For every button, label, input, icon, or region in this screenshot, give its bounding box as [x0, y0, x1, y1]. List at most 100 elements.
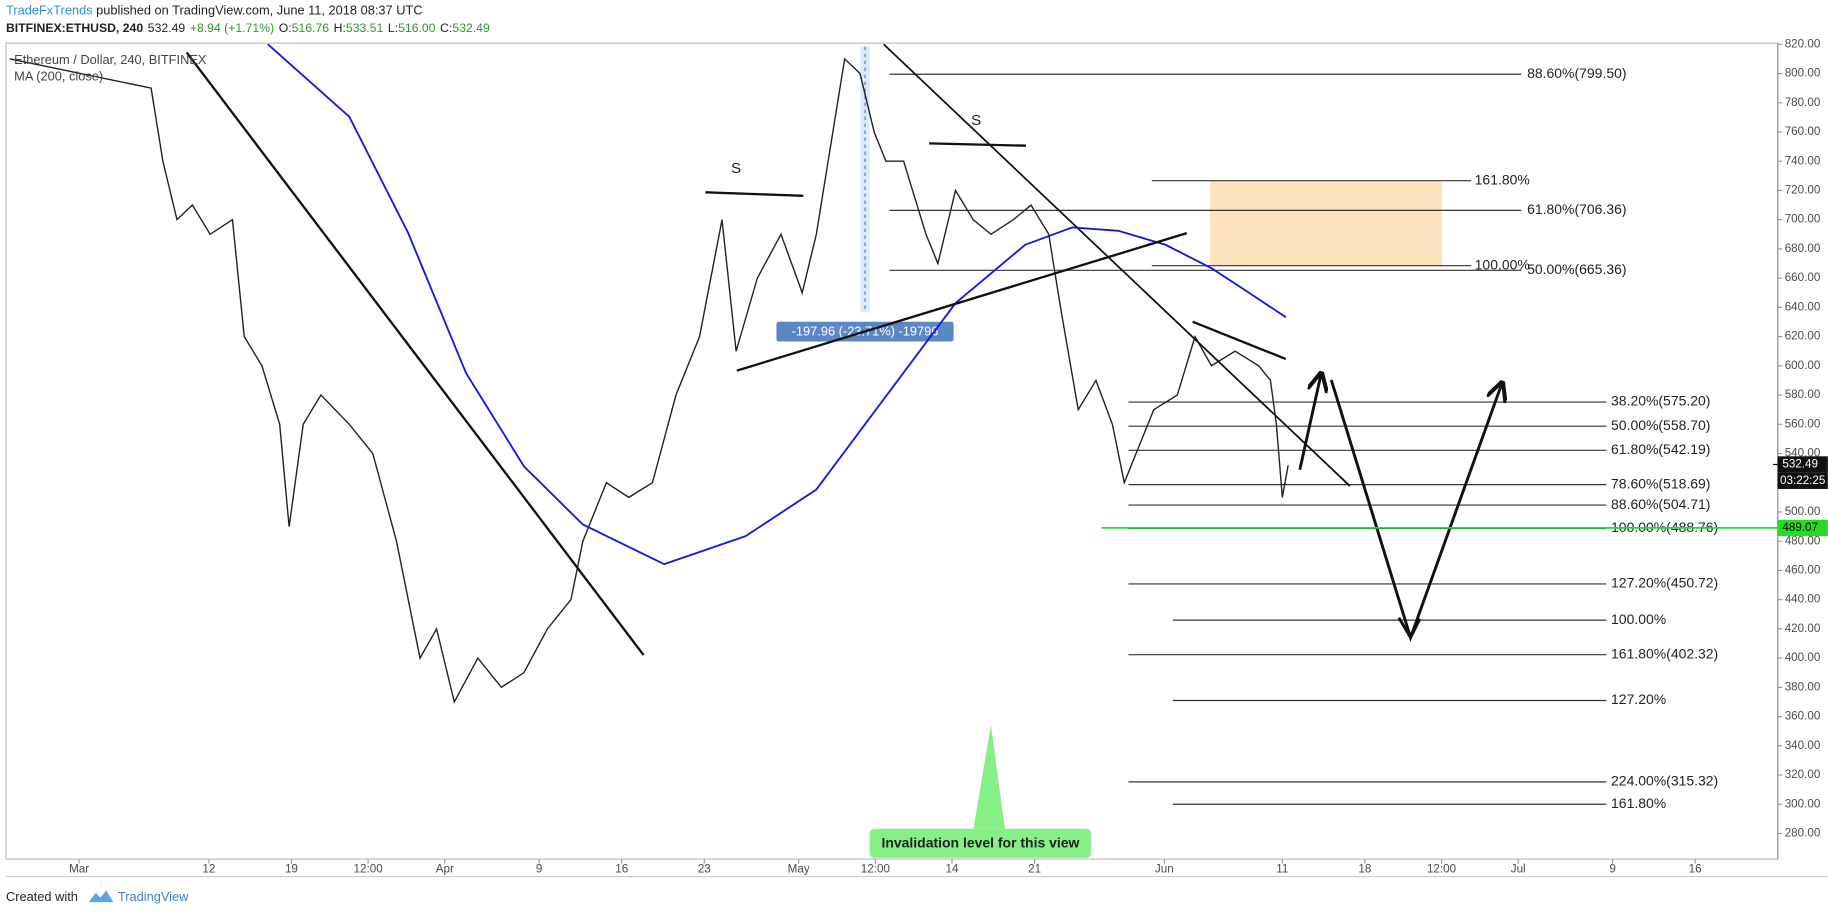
x-tick-label: Jul: [1511, 863, 1526, 876]
y-tick-label: 640.00: [1785, 300, 1821, 313]
header-line: TradeFxTrends published on TradingView.co…: [6, 3, 423, 18]
arrow: [1298, 375, 1321, 471]
y-tick-label: 580.00: [1785, 388, 1821, 401]
fib-label: 161.80%: [1611, 795, 1666, 811]
countdown-label: 03:22:25: [1780, 474, 1825, 487]
ohlc-key: O:: [279, 21, 292, 35]
fib-label: 61.80%(706.36): [1527, 201, 1626, 217]
target-tag: [1777, 519, 1828, 537]
y-tick-label: 320.00: [1785, 768, 1821, 781]
legend-entry: MA (200, close): [14, 68, 103, 83]
y-tick-label: 500.00: [1785, 505, 1821, 518]
fib-label: 100.00%: [1475, 256, 1530, 272]
logo: [88, 890, 114, 903]
fib-label: 88.60%(799.50): [1527, 65, 1626, 81]
author-link[interactable]: TradeFxTrends: [6, 3, 93, 18]
y-tick-label: 740.00: [1785, 154, 1821, 167]
symbol-bar: BITFINEX:ETHUSD, 240 532.49 +8.94 (+1.71%)…: [6, 21, 490, 35]
y-tick-label: 720.00: [1785, 184, 1821, 197]
x-tick-label: 9: [1609, 863, 1615, 876]
target-zone: [1210, 180, 1443, 266]
y-tick-label: 800.00: [1785, 67, 1821, 80]
y-tick-label: 460.00: [1785, 563, 1821, 576]
neckline: [929, 142, 1026, 147]
y-tick-label: 780.00: [1785, 96, 1821, 109]
arrow-head: [1397, 617, 1412, 639]
fib-group: 88.60%(799.50) 161.80% 61.80%(706.36) 100.0…: [889, 65, 1718, 811]
fib-label: 88.60%(504.71): [1611, 496, 1710, 512]
y-tick-label: 300.00: [1785, 797, 1821, 810]
x-tick-label: 11: [1276, 863, 1288, 876]
fib-label: 50.00%(558.70): [1611, 417, 1710, 433]
ohlc-key: H:: [334, 21, 346, 35]
x-tick-label: Apr: [436, 863, 454, 876]
x-tick-label: 23: [698, 863, 711, 876]
brand-link[interactable]: TradingView: [118, 889, 189, 904]
ohlc-key: L:: [388, 21, 398, 35]
y-tick-label: 380.00: [1785, 680, 1821, 693]
fib-label: 38.20%(575.20): [1611, 393, 1710, 409]
neckline: [705, 191, 804, 197]
swing-label: S: [731, 160, 741, 177]
invalidation-label: Invalidation level for this view: [881, 835, 1079, 851]
callout-pointer: [973, 725, 1005, 829]
price-line: [9, 57, 1289, 704]
last-price-label: 532.49: [1782, 458, 1818, 471]
published-note: published on TradingView.com, June 11, 2…: [96, 3, 422, 18]
y-tick-label: 480.00: [1785, 534, 1821, 547]
arrow-head: [1409, 618, 1422, 639]
last: 532.49: [148, 21, 186, 35]
x-tick-label: 16: [1689, 863, 1702, 876]
ohlc-value: 532.49: [452, 21, 490, 35]
fib-label: 127.20%(450.72): [1611, 575, 1718, 591]
y-tick-label: 700.00: [1785, 213, 1821, 226]
fib-label: 78.60%(518.69): [1611, 475, 1710, 491]
y-tick-label: 560.00: [1785, 417, 1821, 430]
ohlc-value: 516.00: [398, 21, 436, 35]
trend-line: [185, 51, 645, 656]
x-tick-label: Jun: [1155, 863, 1174, 876]
fib-label: 61.80%(542.19): [1611, 441, 1710, 457]
symbol: BITFINEX:ETHUSD, 240: [6, 21, 143, 35]
fib-label: 127.20%: [1611, 691, 1666, 707]
footer-text: Created with: [6, 889, 78, 904]
ohlc-value: 533.51: [346, 21, 384, 35]
x-tick-label: 9: [536, 863, 542, 876]
trend-line: [736, 232, 1188, 372]
y-tick-label: 340.00: [1785, 739, 1821, 752]
countdown-tag: [1777, 472, 1828, 489]
x-tick-label: 12:00: [1427, 863, 1457, 876]
y-tick-label: 400.00: [1785, 651, 1821, 664]
y-tick-label: 600.00: [1785, 359, 1821, 372]
ohlc-key: C:: [440, 21, 452, 35]
fib-label: 224.00%(315.32): [1611, 773, 1718, 789]
change: +8.94 (+1.71%): [190, 21, 274, 35]
x-tick-label: 12: [202, 863, 215, 876]
y-tick-label: 820.00: [1785, 37, 1821, 50]
swing-label: S: [971, 112, 981, 129]
series-group: [9, 43, 1289, 704]
y-tick-label: 440.00: [1785, 593, 1821, 606]
y-tick-label: 680.00: [1785, 242, 1821, 255]
callout-box: [869, 828, 1092, 858]
last-price-tag: [1777, 456, 1828, 473]
trend-line: [883, 43, 1351, 487]
x-tick-label: 19: [285, 863, 298, 876]
fib-label: 161.80%: [1475, 171, 1530, 187]
x-tick-label: May: [788, 863, 810, 876]
y-tick-label: 420.00: [1785, 622, 1821, 635]
x-tick-label: 18: [1358, 863, 1371, 876]
y-tick-label: 280.00: [1785, 827, 1821, 840]
ma-line: [267, 43, 1287, 566]
target-tag-label: 489.07: [1782, 521, 1818, 534]
fib-label: 161.80%(402.32): [1611, 645, 1718, 661]
x-tick-label: Mar: [69, 863, 89, 876]
x-tick-label: 16: [615, 863, 628, 876]
x-tick-label: 12:00: [354, 863, 384, 876]
legend-title: Ethereum / Dollar, 240, BITFINEX: [14, 52, 207, 67]
x-tick-label: 14: [946, 863, 959, 876]
y-tick-label: 760.00: [1785, 125, 1821, 138]
x-tick-label: 21: [1028, 863, 1041, 876]
